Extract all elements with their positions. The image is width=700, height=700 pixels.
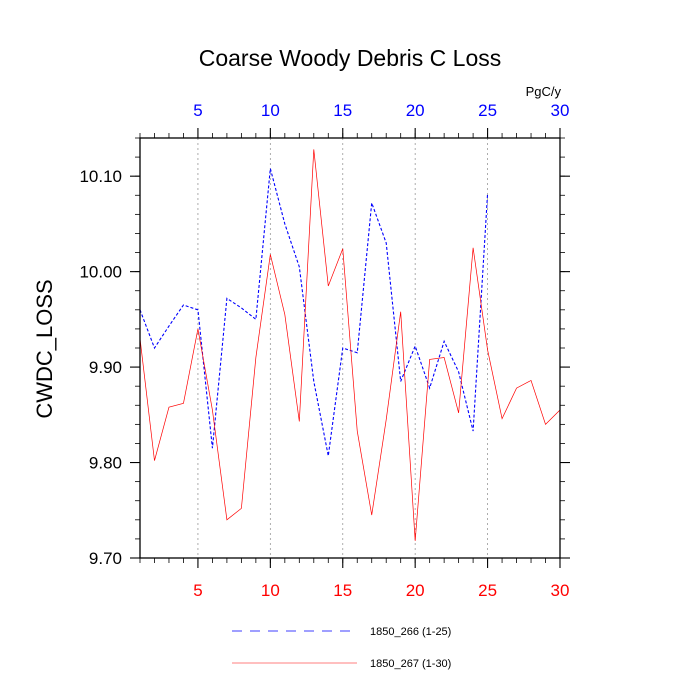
x-tick-label-top: 15 bbox=[333, 101, 352, 120]
legend-label-1850-266: 1850_266 (1-25) bbox=[370, 626, 451, 638]
y-axis-label: CWDC_LOSS bbox=[32, 279, 57, 418]
x-tick-label-top: 5 bbox=[193, 101, 202, 120]
legend: 1850_266 (1-25) 1850_267 (1-30) bbox=[232, 626, 451, 670]
y-tick-label: 10.00 bbox=[79, 263, 122, 282]
x-tick-label-top: 10 bbox=[261, 101, 280, 120]
chart-title: Coarse Woody Debris C Loss bbox=[199, 45, 502, 71]
x-tick-label-bottom: 20 bbox=[406, 581, 425, 600]
series-line-1850-267 bbox=[139, 149, 561, 541]
y-tick-label: 10.10 bbox=[79, 167, 122, 186]
x-tick-label-bottom: 5 bbox=[193, 581, 202, 600]
y-tick-label: 9.70 bbox=[89, 549, 122, 568]
axis-ticks: 5 10 15 20 25 30 5 10 15 20 25 30 9.70 9.80 9.90 10.00 1… bbox=[79, 101, 570, 600]
series-layer bbox=[139, 149, 561, 541]
y-tick-label: 9.80 bbox=[89, 454, 122, 473]
x-tick-label-bottom: 15 bbox=[333, 581, 352, 600]
y-tick-label: 9.90 bbox=[89, 358, 122, 377]
series-line-1850-266 bbox=[139, 168, 489, 456]
units-label: PgC/y bbox=[526, 84, 562, 99]
x-tick-label-top: 20 bbox=[406, 101, 425, 120]
x-tick-label-top: 30 bbox=[551, 101, 570, 120]
x-tick-label-bottom: 25 bbox=[478, 581, 497, 600]
plot-frame bbox=[139, 137, 561, 559]
legend-label-1850-267: 1850_267 (1-30) bbox=[370, 658, 451, 670]
x-tick-label-bottom: 10 bbox=[261, 581, 280, 600]
x-tick-label-top: 25 bbox=[478, 101, 497, 120]
x-tick-label-bottom: 30 bbox=[551, 581, 570, 600]
